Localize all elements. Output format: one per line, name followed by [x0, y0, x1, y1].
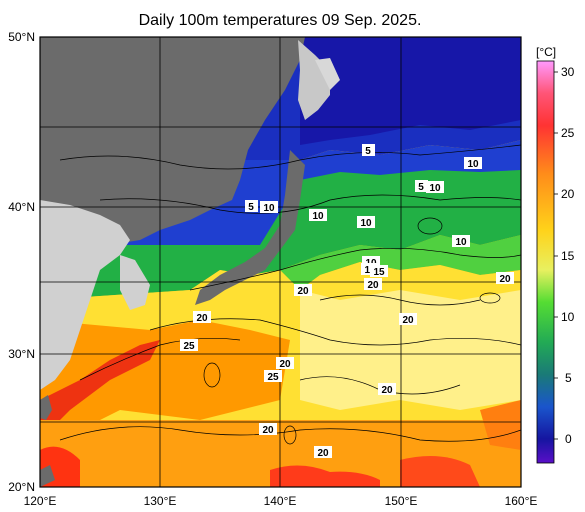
lat-label-20: 20°N [8, 480, 35, 494]
svg-text:10: 10 [429, 183, 441, 194]
lat-label-30: 30°N [8, 347, 35, 361]
lon-label-130: 130°E [144, 494, 177, 508]
lon-label-160: 160°E [505, 494, 538, 508]
svg-text:5: 5 [365, 146, 371, 157]
colorbar-tick: 20 [561, 187, 575, 201]
contour-labels: 5 5 10 5 10 10 10 10 10 10 10 15 20 20 2… [180, 144, 514, 459]
contour-label: 10 [452, 235, 470, 248]
colorbar: [°C] 30 25 20 15 10 5 0 [536, 45, 575, 464]
svg-text:20: 20 [196, 313, 208, 324]
contour-label: 25 [264, 370, 282, 383]
lon-label-120: 120°E [24, 494, 57, 508]
contour-label: 5 [362, 144, 375, 157]
svg-text:20: 20 [279, 359, 291, 370]
svg-text:20: 20 [317, 448, 329, 459]
contour-label: 5 [245, 200, 258, 213]
contour-label: 15 [370, 265, 388, 278]
lat-label-40: 40°N [8, 200, 35, 214]
svg-text:15: 15 [373, 267, 385, 278]
svg-text:20: 20 [367, 280, 379, 291]
colorbar-unit: [°C] [536, 45, 556, 59]
contour-label: 10 [464, 157, 482, 170]
svg-text:20: 20 [381, 385, 393, 396]
svg-text:10: 10 [263, 203, 275, 214]
lat-label-50: 50°N [8, 30, 35, 44]
contour-label: 10 [357, 216, 375, 229]
graticule [40, 37, 521, 487]
map-field [40, 37, 521, 487]
contour-label: 20 [276, 357, 294, 370]
svg-text:10: 10 [467, 159, 479, 170]
svg-text:25: 25 [183, 341, 195, 352]
colorbar-tick: 30 [561, 65, 575, 79]
svg-text:20: 20 [402, 315, 414, 326]
svg-text:5: 5 [248, 202, 254, 213]
colorbar-tick: 5 [565, 371, 572, 385]
contour-label: 20 [259, 423, 277, 436]
contour-label: 20 [314, 446, 332, 459]
svg-text:20: 20 [499, 274, 511, 285]
colorbar-tick: 15 [561, 249, 575, 263]
contour-label: 20 [378, 383, 396, 396]
contour-label: 20 [399, 313, 417, 326]
svg-text:25: 25 [267, 372, 279, 383]
colorbar-tick: 25 [561, 126, 575, 140]
contour-label: 25 [180, 339, 198, 352]
contour-label: 20 [193, 311, 211, 324]
contour-label: 10 [426, 181, 444, 194]
colorbar-tick: 10 [561, 310, 575, 324]
contour-label: 20 [294, 284, 312, 297]
contour-label: 20 [496, 272, 514, 285]
svg-text:20: 20 [297, 286, 309, 297]
svg-text:10: 10 [312, 211, 324, 222]
contour-label: 5 [415, 180, 428, 193]
colorbar-scale [536, 60, 555, 464]
svg-text:20: 20 [262, 425, 274, 436]
colorbar-tick: 0 [565, 432, 572, 446]
svg-text:10: 10 [360, 218, 372, 229]
map-frame [39, 36, 522, 488]
contour-label: 10 [260, 201, 278, 214]
map-title: Daily 100m temperatures 09 Sep. 2025. [138, 12, 422, 29]
svg-text:10: 10 [455, 237, 467, 248]
lon-label-150: 150°E [385, 494, 418, 508]
lon-label-140: 140°E [264, 494, 297, 508]
contour-label: 20 [364, 278, 382, 291]
svg-text:5: 5 [418, 182, 424, 193]
contour-label: 10 [309, 209, 327, 222]
